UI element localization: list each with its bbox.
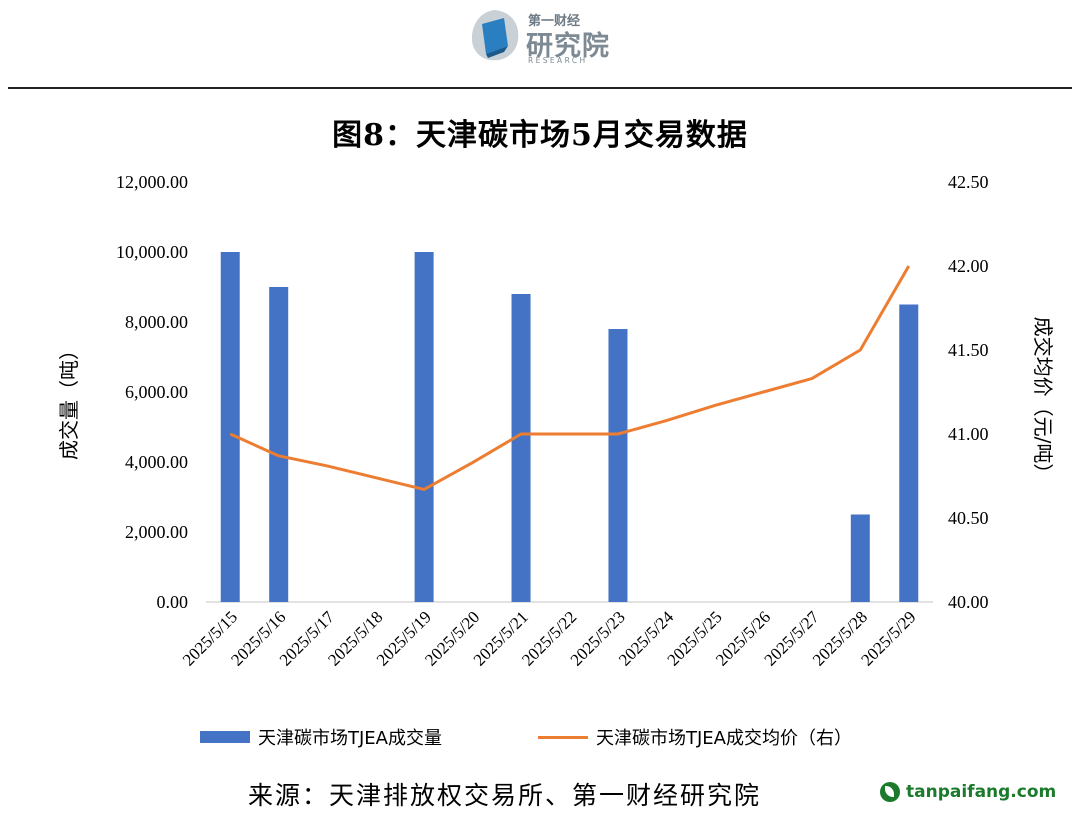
research-logo: 第一财经 研究院 RESEARCH xyxy=(462,4,622,66)
volume-bar xyxy=(414,252,434,602)
y-right-tick-label: 41.50 xyxy=(948,340,989,360)
legend-label-volume: 天津碳市场TJEA成交量 xyxy=(258,728,442,749)
bar-series xyxy=(220,252,919,602)
volume-bar xyxy=(850,514,870,602)
y-left-tick-label: 2,000.00 xyxy=(125,522,188,542)
y-left-tick-label: 12,000.00 xyxy=(116,172,188,192)
legend: 天津碳市场TJEA成交量 天津碳市场TJEA成交均价（右） xyxy=(0,724,1080,752)
volume-bar xyxy=(899,304,919,602)
y-left-tick-label: 4,000.00 xyxy=(125,452,188,472)
y-axis-right-ticks: 40.00 40.50 41.00 41.50 42.00 42.50 xyxy=(948,172,989,612)
logo-big-text: 研究院 xyxy=(526,31,610,62)
source-note: 来源：天津排放权交易所、第一财经研究院 xyxy=(248,781,762,810)
logo-mark-icon xyxy=(471,10,519,61)
chart-title: 图8：天津碳市场5月交易数据 xyxy=(332,118,748,153)
volume-bar xyxy=(608,329,628,602)
logo-english-text: RESEARCH xyxy=(528,56,588,65)
price-line xyxy=(229,265,911,491)
line-series xyxy=(229,265,911,491)
leaf-icon xyxy=(880,782,900,802)
y-right-tick-label: 42.50 xyxy=(948,172,989,192)
y-right-tick-label: 40.00 xyxy=(948,592,989,612)
watermark-text: tanpaifang.com xyxy=(906,782,1057,802)
y-left-tick-label: 0.00 xyxy=(157,592,189,612)
legend-label-price: 天津碳市场TJEA成交均价（右） xyxy=(596,728,852,749)
x-axis-ticks: 2025/5/152025/5/162025/5/172025/5/182025… xyxy=(179,607,920,670)
watermark: tanpaifang.com xyxy=(880,782,1056,802)
y-left-tick-label: 6,000.00 xyxy=(125,382,188,402)
y-right-tick-label: 41.00 xyxy=(948,424,989,444)
y-right-tick-label: 42.00 xyxy=(948,256,989,276)
y-right-tick-label: 40.50 xyxy=(948,508,989,528)
legend-bar-swatch xyxy=(200,731,250,743)
y-left-tick-label: 8,000.00 xyxy=(125,312,188,332)
y-axis-right-label: 成交均价（元/吨） xyxy=(1031,317,1055,484)
volume-bar xyxy=(511,294,531,602)
volume-bar xyxy=(220,252,240,602)
legend-line-swatch xyxy=(538,735,588,739)
volume-bar xyxy=(269,287,289,602)
y-left-tick-label: 10,000.00 xyxy=(116,242,188,262)
y-axis-left-ticks: 0.00 2,000.00 4,000.00 6,000.00 8,000.00 10,0… xyxy=(116,172,188,612)
y-axis-left-label: 成交量（吨） xyxy=(57,340,81,460)
legend-item-volume: 天津碳市场TJEA成交量 xyxy=(200,724,442,750)
legend-item-price: 天津碳市场TJEA成交均价（右） xyxy=(538,724,852,750)
logo-small-text: 第一财经 xyxy=(528,14,581,29)
header-rule xyxy=(8,87,1072,89)
